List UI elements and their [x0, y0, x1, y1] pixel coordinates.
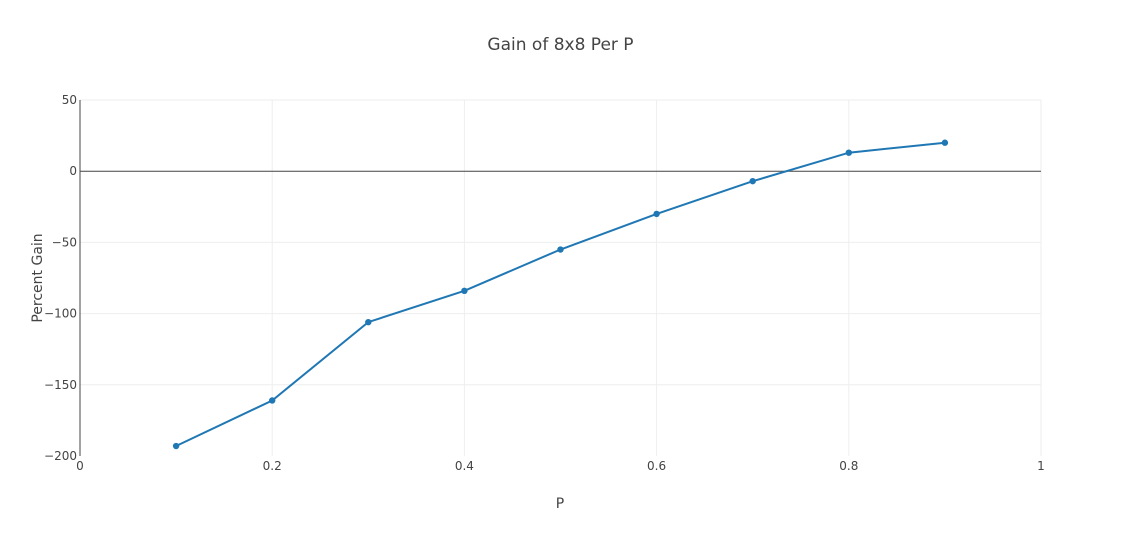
y-axis-title: Percent Gain [30, 233, 46, 322]
tick-labels: 0 0.2 0.4 0.6 0.8 1 −200 −150 −100 −50 0 50 [44, 93, 1045, 473]
data-point[interactable] [653, 210, 660, 218]
data-point[interactable] [365, 318, 372, 326]
series-line [175, 141, 946, 447]
x-tick-label: 0.2 [263, 459, 282, 473]
data-point[interactable] [941, 139, 949, 146]
axes [79, 100, 1041, 456]
x-tick-label: 0 [76, 459, 84, 473]
gridlines [80, 99, 1042, 456]
y-tick-label: −150 [44, 378, 77, 392]
data-point[interactable] [557, 246, 564, 253]
data-point[interactable] [269, 397, 276, 404]
data-point[interactable] [172, 442, 180, 450]
y-tick-label: −100 [44, 307, 77, 321]
x-tick-label: 0.8 [839, 459, 858, 473]
chart-title: Gain of 8x8 Per P [487, 35, 633, 55]
series-layer [172, 139, 949, 450]
y-tick-label: −200 [44, 449, 77, 463]
x-tick-label: 0.6 [647, 459, 666, 473]
x-tick-label: 1 [1037, 459, 1045, 473]
y-tick-label: 0 [69, 164, 77, 178]
x-tick-label: 0.4 [455, 459, 474, 473]
data-point[interactable] [749, 177, 756, 185]
x-axis-title: P [556, 496, 564, 512]
y-tick-label: −50 [52, 235, 77, 249]
data-point[interactable] [845, 149, 852, 156]
y-tick-label: 50 [62, 93, 77, 107]
data-point[interactable] [461, 287, 468, 295]
